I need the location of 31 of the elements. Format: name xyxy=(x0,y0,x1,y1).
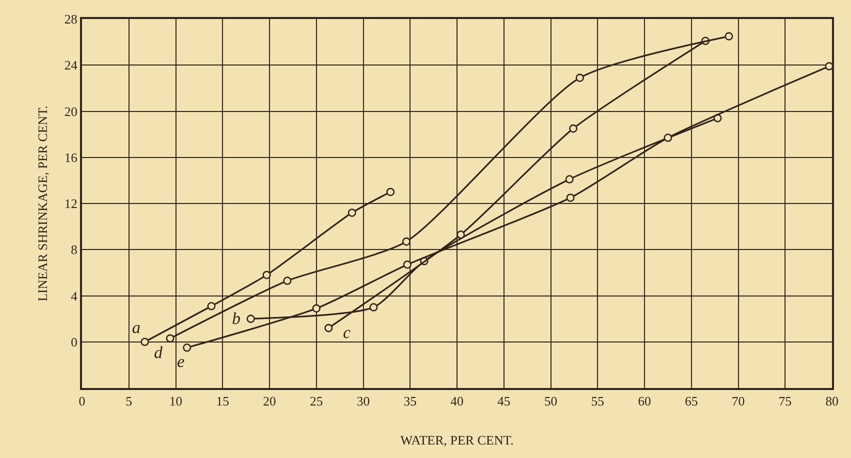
x-tick-label: 30 xyxy=(356,394,370,409)
x-tick-label: 45 xyxy=(497,394,510,409)
x-tick-label: 35 xyxy=(404,394,417,409)
series-label: e xyxy=(177,352,185,371)
series-label: d xyxy=(154,343,163,362)
series-label: c xyxy=(343,323,351,342)
y-axis-title: LINEAR SHRINKAGE, PER CENT. xyxy=(34,106,50,302)
x-tick-label: 20 xyxy=(263,394,276,409)
series-label: b xyxy=(232,309,240,328)
y-tick-label: 24 xyxy=(64,58,78,73)
x-tick-label: 75 xyxy=(778,394,792,409)
x-tick-label: 80 xyxy=(826,394,838,409)
x-tick-label: 65 xyxy=(684,394,698,409)
x-tick-label: 15 xyxy=(216,394,230,409)
x-tick-label: 55 xyxy=(591,394,604,409)
x-tick-label: 40 xyxy=(450,394,464,409)
y-tick-label: 28 xyxy=(64,12,78,27)
x-tick-label: 5 xyxy=(126,394,132,409)
x-tick-label: 70 xyxy=(732,394,745,409)
y-tick-label: 0 xyxy=(70,334,78,350)
y-tick-label: 16 xyxy=(64,150,78,165)
x-tick-label: 60 xyxy=(638,394,651,409)
x-tick-label: 10 xyxy=(169,394,182,409)
x-axis-title: WATER, PER CENT. xyxy=(400,432,514,448)
y-tick-label: 4 xyxy=(70,288,78,304)
y-tick-label: 12 xyxy=(64,196,78,212)
x-tick-label: 25 xyxy=(310,394,323,409)
x-tick-label: 50 xyxy=(544,394,558,409)
y-tick-label: 8 xyxy=(70,242,78,258)
series-label: a xyxy=(132,318,140,337)
y-tick-label: 20 xyxy=(64,104,78,119)
